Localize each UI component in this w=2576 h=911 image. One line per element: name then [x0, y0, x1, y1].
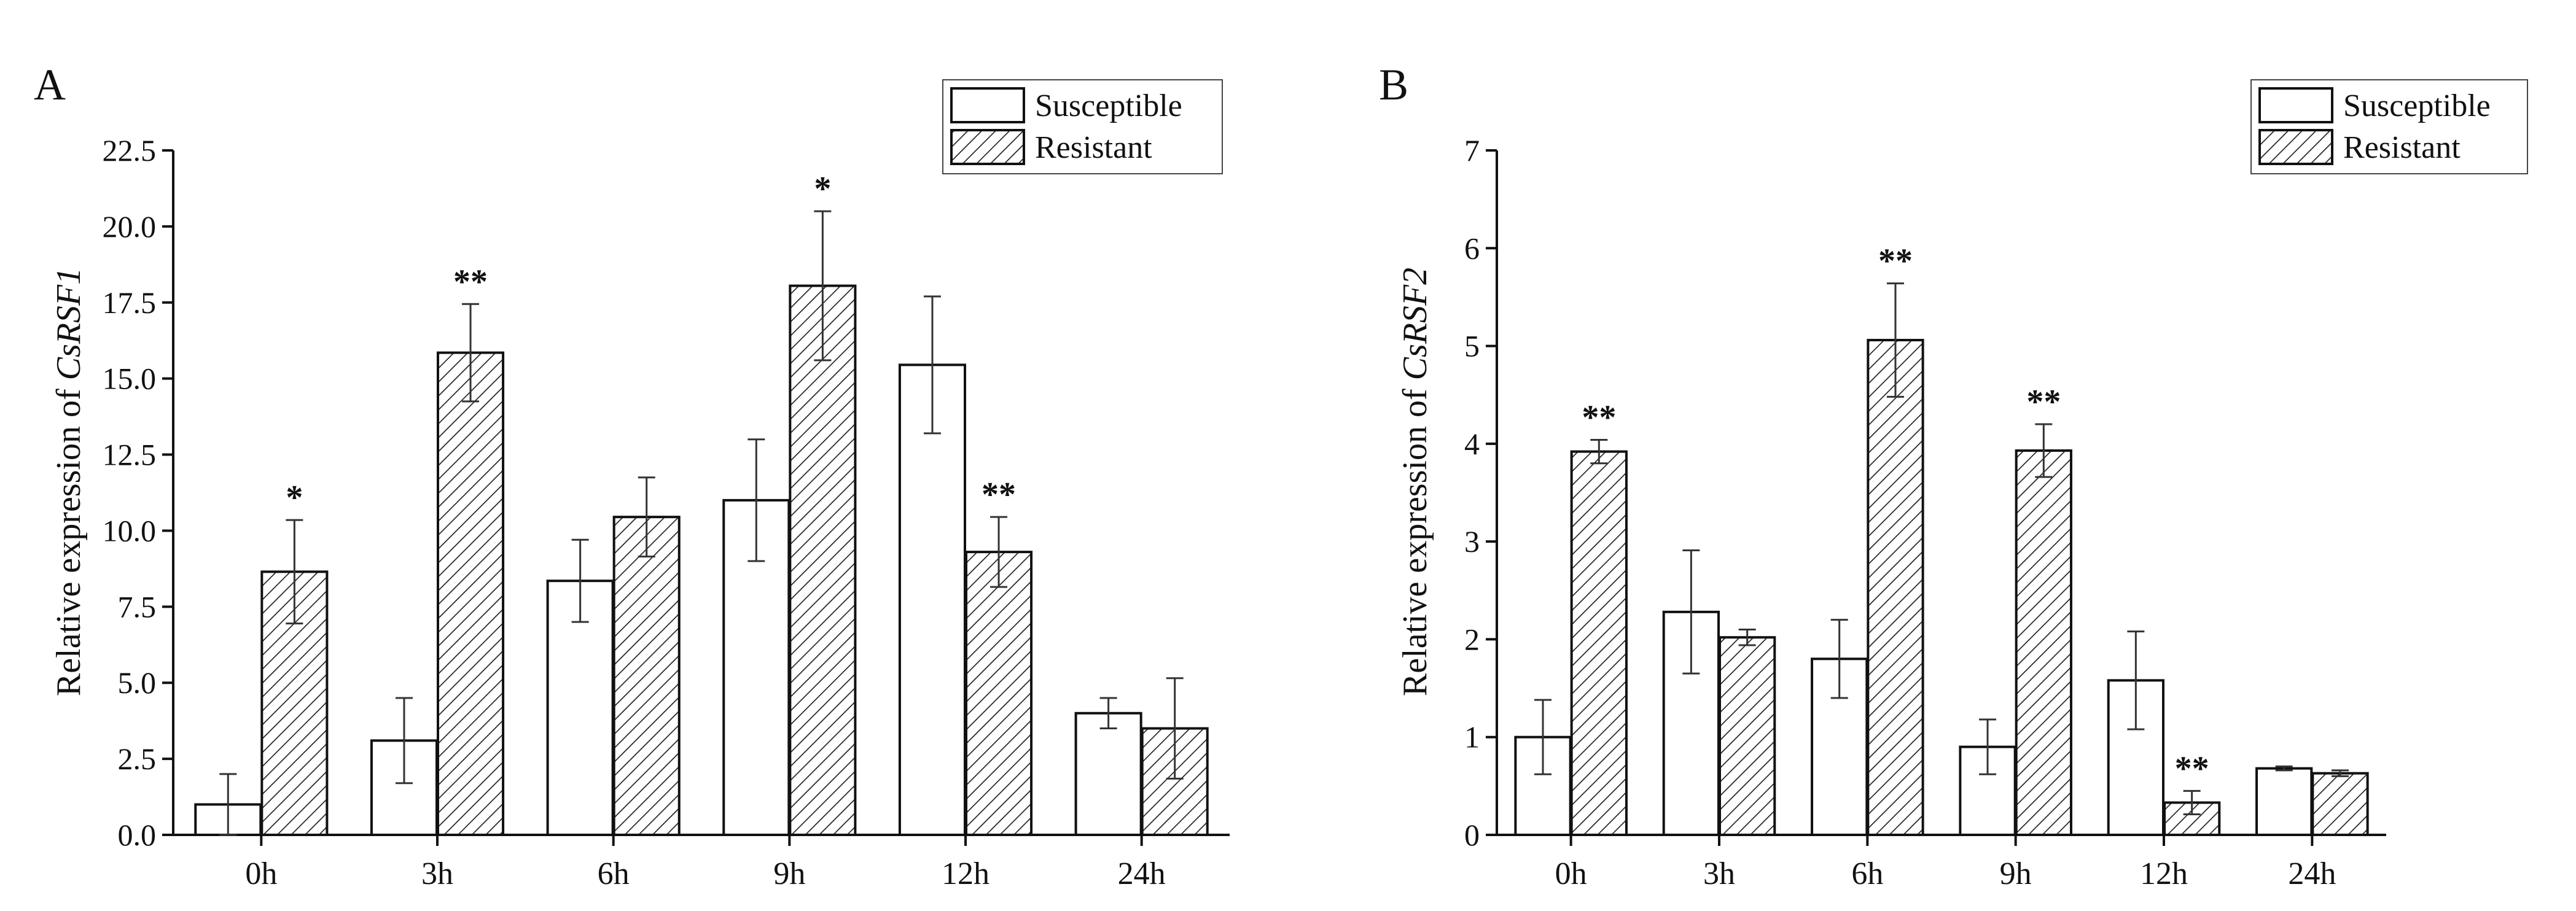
y-tick-label: 0.0: [118, 818, 157, 852]
bar-resistant: [2015, 449, 2072, 836]
y-tick-label: 15.0: [103, 362, 157, 396]
x-tick-label: 9h: [773, 856, 805, 891]
legend-swatch-susceptible: [2258, 87, 2333, 123]
y-tick-label: 6: [1464, 231, 1480, 265]
y-tick-label: 10.0: [103, 513, 157, 548]
x-tick-label: 3h: [1703, 856, 1735, 891]
bar-susceptible: [898, 363, 967, 836]
x-tick-label: 12h: [942, 856, 989, 891]
significance-marker: *: [286, 479, 303, 517]
legend-label: Susceptible: [2343, 88, 2491, 123]
y-tick-label: 4: [1464, 427, 1480, 461]
panel-b: B Relative expression of CsRSF2 0 1 2 3 4 5 6 7…: [1379, 60, 2528, 891]
y-tick-label: 3: [1464, 524, 1480, 559]
panel-label: B: [1379, 60, 1408, 109]
y-tick-label: 17.5: [103, 285, 157, 320]
significance-marker: **: [2175, 750, 2209, 788]
significance-marker: **: [1582, 398, 1616, 436]
y-tick-label: 7.5: [118, 589, 157, 624]
significance-marker: **: [1878, 242, 1913, 281]
bar-resistant: [1719, 636, 1776, 836]
plot-area: 0 1 2 3 4 5 6 7 0h ** 3h 6h ** 9h ** 12h ** 24h Susceptibl…: [1464, 79, 2528, 891]
bar-susceptible: [546, 580, 614, 836]
legend-swatch-resistant: [2258, 129, 2333, 165]
y-tick-label: 20.0: [103, 209, 157, 244]
y-tick-label: 2: [1464, 622, 1480, 656]
x-tick-label: 6h: [598, 856, 630, 891]
bar-resistant: [1570, 450, 1628, 836]
legend: Susceptible Resistant: [2250, 79, 2528, 174]
bar-resistant: [789, 284, 857, 836]
legend-label: Susceptible: [1035, 88, 1182, 123]
legend-swatch-resistant: [950, 129, 1025, 165]
x-tick-label: 0h: [1555, 856, 1587, 891]
x-tick-label: 3h: [421, 856, 453, 891]
y-axis-label: Relative expression of CsRSF2: [1396, 268, 1434, 696]
y-tick-label: 22.5: [103, 133, 157, 168]
x-tick-label: 6h: [1851, 856, 1883, 891]
y-axis-label: Relative expression of CsRSF1: [50, 268, 88, 696]
significance-marker: *: [814, 170, 831, 208]
x-tick-label: 0h: [245, 856, 277, 891]
legend-label: Resistant: [2343, 130, 2461, 165]
x-tick-label: 12h: [2140, 856, 2188, 891]
y-tick-label: 0: [1464, 818, 1480, 852]
legend-swatch-susceptible: [950, 87, 1025, 123]
significance-marker: **: [2026, 383, 2061, 421]
x-tick-label: 24h: [2288, 856, 2336, 891]
bar-resistant: [437, 351, 505, 836]
y-tick-label: 12.5: [103, 438, 157, 472]
y-tick-label: 2.5: [118, 742, 157, 776]
bar-resistant: [1867, 339, 1924, 836]
bar-resistant: [612, 516, 681, 836]
y-tick-label: 5: [1464, 329, 1480, 363]
panel-a: A Relative expression of CsRSF1 0.0 2.5 5.…: [34, 60, 1230, 891]
y-tick-label: 1: [1464, 720, 1480, 754]
bar-susceptible: [1074, 711, 1142, 837]
x-tick-label: 24h: [1118, 856, 1166, 891]
significance-marker: **: [453, 263, 488, 301]
panel-label: A: [34, 60, 66, 109]
plot-area: 0.0 2.5 5.0 7.5 10.0 12.5 15.0 17.5 20.0 22.5 0h * 3…: [103, 79, 1230, 891]
legend: Susceptible Resistant: [942, 79, 1223, 174]
bar-susceptible: [1662, 610, 1720, 836]
y-tick-label: 7: [1464, 133, 1480, 168]
bar-resistant: [2311, 772, 2369, 837]
significance-marker: **: [982, 476, 1016, 514]
legend-label: Resistant: [1035, 130, 1152, 165]
x-tick-label: 9h: [2000, 856, 2032, 891]
y-tick-label: 5.0: [118, 665, 157, 700]
bar-susceptible: [2255, 767, 2313, 836]
bar-resistant: [965, 551, 1033, 837]
